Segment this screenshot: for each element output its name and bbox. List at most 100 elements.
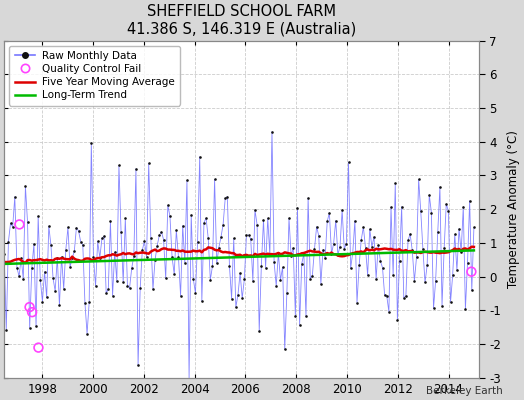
Point xyxy=(81,300,89,306)
Point xyxy=(166,213,174,220)
Point xyxy=(79,242,87,248)
Point xyxy=(193,238,202,245)
Point xyxy=(455,226,463,232)
Point xyxy=(70,248,79,254)
Point xyxy=(155,232,163,238)
Point xyxy=(465,198,474,204)
Point xyxy=(204,235,212,242)
Point xyxy=(0,251,8,257)
Point xyxy=(240,276,248,282)
Point xyxy=(444,208,453,214)
Point xyxy=(34,344,42,351)
Point xyxy=(314,233,323,239)
Point xyxy=(463,259,472,266)
Point xyxy=(213,260,221,266)
Point xyxy=(115,162,123,168)
Point xyxy=(221,195,230,202)
Point xyxy=(134,362,143,368)
Point xyxy=(57,253,66,260)
Point xyxy=(68,255,77,262)
Point xyxy=(185,376,193,382)
Point xyxy=(25,304,34,310)
Point xyxy=(21,183,30,190)
Point xyxy=(206,277,214,283)
Point xyxy=(397,204,406,210)
Point xyxy=(223,194,232,200)
Point xyxy=(161,275,170,282)
Point xyxy=(72,224,81,231)
Point xyxy=(191,290,200,296)
Point xyxy=(293,204,302,211)
Point xyxy=(351,218,359,224)
Point xyxy=(340,246,348,252)
Point xyxy=(136,285,145,291)
Point xyxy=(374,242,383,248)
Text: Berkeley Earth: Berkeley Earth xyxy=(427,386,503,396)
Point xyxy=(436,184,444,190)
Point xyxy=(74,228,83,234)
Point xyxy=(348,249,357,256)
Point xyxy=(47,242,55,248)
Point xyxy=(149,286,157,292)
Point xyxy=(280,346,289,352)
Point xyxy=(55,302,63,308)
Point xyxy=(111,249,119,255)
Point xyxy=(319,246,327,253)
Point xyxy=(170,271,178,277)
Point xyxy=(467,287,476,294)
Point xyxy=(302,313,310,319)
Point xyxy=(60,286,68,292)
Point xyxy=(183,177,191,184)
Point xyxy=(145,160,153,166)
Point xyxy=(449,272,457,278)
Point xyxy=(177,292,185,299)
Point xyxy=(198,298,206,304)
Point xyxy=(179,222,187,229)
Point xyxy=(42,294,51,301)
Point xyxy=(113,278,121,284)
Point xyxy=(53,254,61,261)
Point xyxy=(457,248,465,255)
Point xyxy=(300,250,308,257)
Point xyxy=(32,323,40,329)
Point xyxy=(328,250,336,257)
Point xyxy=(412,254,421,260)
Point xyxy=(402,293,410,299)
Point xyxy=(321,255,329,261)
Point xyxy=(282,290,291,296)
Point xyxy=(49,275,57,282)
Point xyxy=(429,305,438,312)
Point xyxy=(249,278,257,284)
Point xyxy=(395,258,403,264)
Point xyxy=(451,231,459,238)
Point xyxy=(6,220,15,226)
Point xyxy=(108,292,117,299)
Point xyxy=(387,204,395,210)
Point xyxy=(370,234,378,240)
Point xyxy=(45,223,53,229)
Point xyxy=(172,227,181,234)
Legend: Raw Monthly Data, Quality Control Fail, Five Year Moving Average, Long-Term Tren: Raw Monthly Data, Quality Control Fail, … xyxy=(9,46,180,106)
Point xyxy=(366,226,374,232)
Point xyxy=(433,228,442,235)
Point xyxy=(168,254,176,260)
Point xyxy=(234,292,242,298)
Point xyxy=(174,254,183,260)
Point xyxy=(306,275,314,282)
Point xyxy=(470,224,478,231)
Point xyxy=(385,309,393,315)
Point xyxy=(423,262,431,269)
Point xyxy=(355,262,363,268)
Point xyxy=(261,264,270,271)
Point xyxy=(93,238,102,245)
Point xyxy=(338,207,346,213)
Point xyxy=(393,316,401,323)
Point xyxy=(461,306,470,312)
Point xyxy=(100,233,108,239)
Point xyxy=(268,128,276,135)
Point xyxy=(380,292,389,298)
Point xyxy=(414,176,423,182)
Point xyxy=(15,273,23,280)
Point xyxy=(357,236,365,243)
Point xyxy=(467,268,476,275)
